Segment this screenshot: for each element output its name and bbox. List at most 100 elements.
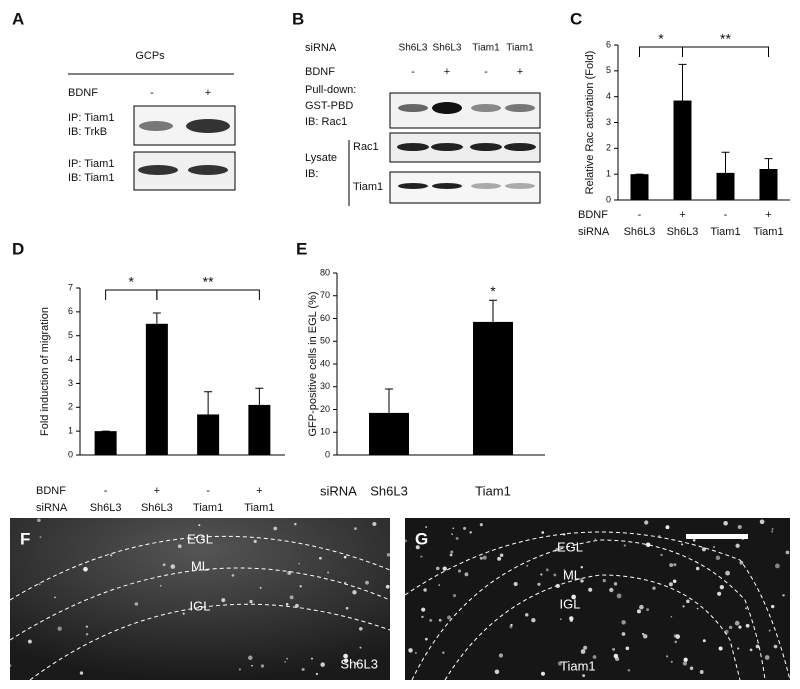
cell	[463, 526, 467, 530]
condition: -	[484, 66, 488, 78]
band	[397, 143, 429, 151]
condition-label: Tiam1	[560, 658, 596, 673]
condition: -	[150, 87, 154, 99]
layer-label: EGL	[557, 539, 583, 554]
cell	[54, 596, 56, 599]
layer-boundary	[29, 603, 390, 680]
error-bar	[721, 151, 730, 173]
x-tick-label: -	[638, 209, 642, 221]
cell	[613, 653, 619, 659]
cell	[464, 572, 469, 577]
column-label: Tiam1	[472, 43, 500, 54]
cell	[774, 563, 780, 569]
cell	[526, 564, 529, 567]
x-tick-label: Tiam1	[475, 483, 511, 498]
blot-label: Rac1	[353, 141, 379, 153]
panel-letter: F	[20, 529, 30, 548]
cell	[259, 586, 262, 589]
cell	[447, 615, 452, 620]
y-tick-label: 40	[320, 358, 330, 368]
x-tick-label: -	[724, 209, 728, 221]
cell	[725, 570, 730, 576]
x-tick-label: Sh6L3	[370, 483, 408, 498]
cell	[318, 556, 322, 560]
layer-boundary	[10, 567, 390, 641]
cell	[689, 666, 694, 670]
cell	[612, 647, 616, 651]
cell	[580, 566, 584, 569]
cell	[354, 527, 357, 531]
cell	[531, 617, 536, 623]
cell	[238, 668, 242, 671]
y-tick-label: 10	[320, 427, 330, 437]
band	[504, 143, 536, 151]
cell	[623, 544, 627, 547]
cell	[773, 644, 778, 649]
cell	[301, 667, 305, 672]
micrograph: EGL ML IGL Tiam1	[405, 518, 790, 680]
layer-label: ML	[191, 558, 209, 573]
band	[471, 104, 501, 112]
cell	[372, 521, 377, 527]
cell	[713, 546, 715, 548]
cell	[759, 519, 765, 525]
y-tick-label: 80	[320, 267, 330, 277]
cell	[110, 554, 113, 557]
cell	[435, 566, 440, 571]
panel-letter: A	[12, 9, 24, 28]
y-tick-label: 4	[68, 354, 73, 364]
cell	[248, 655, 253, 661]
cell	[670, 660, 673, 663]
cell	[294, 522, 297, 526]
y-tick-label: 6	[606, 39, 611, 49]
y-tick-label: 5	[68, 330, 73, 340]
cell	[681, 543, 684, 546]
cell	[251, 664, 253, 667]
cell	[343, 658, 349, 663]
cell	[674, 640, 678, 644]
significance: **	[203, 274, 214, 290]
cell	[27, 639, 32, 644]
cell	[289, 595, 294, 600]
cell	[83, 566, 88, 572]
cell	[425, 526, 428, 528]
cell	[569, 616, 574, 621]
panel-letter: B	[292, 9, 304, 28]
cell	[170, 564, 176, 569]
cell	[202, 538, 205, 541]
charts: Relative Rac activation (Fold) 0 1 2 3 4 5 6 BDN…	[36, 31, 790, 514]
cell	[749, 648, 753, 652]
layer-boundary	[411, 539, 766, 680]
cell	[320, 662, 325, 667]
error-bar	[678, 63, 687, 101]
y-tick-label: 70	[320, 290, 330, 300]
row-label: BDNF	[305, 66, 335, 78]
cell	[442, 566, 447, 571]
x-tick-label: +	[765, 209, 771, 221]
cell	[580, 649, 586, 654]
blot-label: Tiam1	[353, 181, 383, 193]
cell	[385, 584, 390, 589]
cell	[457, 569, 462, 573]
significance: *	[658, 31, 664, 47]
layer-label: IGL	[190, 598, 211, 613]
significance-bracket	[639, 46, 683, 57]
cell	[327, 571, 330, 574]
condition: +	[444, 66, 450, 78]
cell	[57, 626, 62, 631]
y-tick-label: 7	[68, 282, 73, 292]
cell	[79, 671, 84, 675]
error-bar	[489, 299, 497, 322]
cell	[621, 632, 626, 636]
x-tick-label: Sh6L3	[667, 226, 699, 238]
band	[431, 143, 463, 151]
cell	[771, 527, 774, 530]
cell	[644, 520, 649, 525]
y-tick-label: 2	[606, 143, 611, 153]
cell	[295, 603, 299, 608]
x-tick-label: Tiam1	[193, 502, 223, 514]
cell	[642, 634, 648, 639]
bar	[197, 414, 220, 455]
bar	[759, 169, 778, 200]
